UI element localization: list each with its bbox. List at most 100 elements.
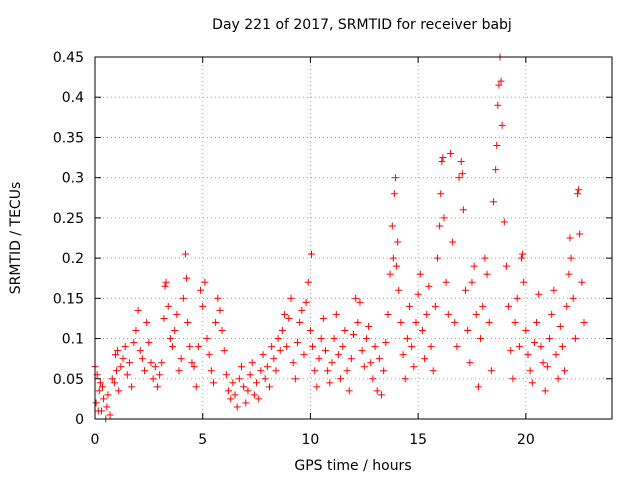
data-point <box>481 254 489 262</box>
data-point <box>113 367 121 375</box>
data-point <box>389 254 397 262</box>
y-tick-label: 0.05 <box>53 372 84 388</box>
data-point <box>403 335 411 343</box>
data-point <box>128 383 136 391</box>
data-point <box>190 363 198 371</box>
data-point <box>449 238 457 246</box>
data-point <box>298 306 306 314</box>
data-point <box>341 327 349 335</box>
data-point <box>458 170 466 178</box>
data-point <box>519 250 527 258</box>
data-point <box>393 262 401 270</box>
data-point <box>358 347 366 355</box>
data-point <box>360 363 368 371</box>
data-point <box>495 81 503 89</box>
data-point <box>365 322 373 330</box>
y-tick-label: 0 <box>75 412 84 428</box>
data-point <box>431 302 439 310</box>
data-point <box>274 335 282 343</box>
data-point <box>541 387 549 395</box>
data-point <box>123 371 131 379</box>
data-point <box>468 278 476 286</box>
data-point <box>442 278 450 286</box>
data-point <box>92 399 100 407</box>
data-point <box>543 363 551 371</box>
data-point <box>151 363 159 371</box>
data-point <box>171 327 179 335</box>
data-point <box>207 367 215 375</box>
data-point <box>162 278 170 286</box>
data-point <box>571 335 579 343</box>
data-point <box>524 351 532 359</box>
data-point <box>380 367 388 375</box>
data-point <box>233 403 241 411</box>
data-point <box>242 399 250 407</box>
data-point <box>100 395 108 403</box>
data-point <box>143 318 151 326</box>
data-point <box>356 298 364 306</box>
data-point <box>111 351 119 359</box>
data-point <box>457 158 465 166</box>
data-point <box>95 387 103 395</box>
data-point <box>375 355 383 363</box>
data-point <box>173 310 181 318</box>
data-point <box>177 355 185 363</box>
y-axis: 0 0.05 0.1 0.15 0.2 0.25 0.3 0.35 0.4 0.45 <box>53 50 612 428</box>
data-point <box>399 351 407 359</box>
data-point <box>199 302 207 310</box>
data-point <box>184 318 192 326</box>
data-point <box>487 367 495 375</box>
data-point <box>319 314 327 322</box>
data-point <box>246 371 254 379</box>
chart-title: Day 221 of 2017, SRMTID for receiver bab… <box>212 17 512 33</box>
data-point <box>418 327 426 335</box>
data-point <box>212 318 220 326</box>
data-point <box>345 387 353 395</box>
data-point <box>440 214 448 222</box>
data-point <box>222 371 230 379</box>
x-axis: 0 5 10 15 20 <box>91 57 535 448</box>
data-point <box>153 383 161 391</box>
data-point <box>522 327 530 335</box>
data-point <box>244 387 252 395</box>
data-point <box>437 190 445 198</box>
data-point <box>134 306 142 314</box>
data-point <box>470 262 478 270</box>
data-point <box>546 335 554 343</box>
data-point <box>209 379 217 387</box>
data-point <box>561 367 569 375</box>
data-point <box>530 339 538 347</box>
y-tick-label: 0.45 <box>53 50 84 66</box>
data-point <box>401 375 409 383</box>
data-point <box>513 294 521 302</box>
data-point <box>261 375 269 383</box>
x-axis-label: GPS time / hours <box>294 458 411 474</box>
y-tick-label: 0.25 <box>53 211 84 227</box>
data-point <box>281 310 289 318</box>
data-point <box>395 286 403 294</box>
data-point <box>166 335 174 343</box>
data-point <box>96 379 104 387</box>
x-tick-label: 15 <box>409 432 427 448</box>
data-point <box>103 403 111 411</box>
data-point <box>498 121 506 129</box>
data-point <box>533 318 541 326</box>
data-point <box>439 154 447 162</box>
data-point <box>158 359 166 367</box>
data-point <box>169 343 177 351</box>
data-point <box>164 302 172 310</box>
data-point <box>556 322 564 330</box>
data-point <box>429 367 437 375</box>
data-point <box>466 359 474 367</box>
data-point <box>332 310 340 318</box>
data-point <box>283 343 291 351</box>
data-point <box>390 190 398 198</box>
x-tick-label: 20 <box>517 432 535 448</box>
data-point <box>253 379 261 387</box>
data-point <box>307 250 315 258</box>
data-point <box>444 310 452 318</box>
data-point <box>313 383 321 391</box>
data-point <box>156 371 164 379</box>
data-point <box>121 343 129 351</box>
data-point <box>330 335 338 343</box>
